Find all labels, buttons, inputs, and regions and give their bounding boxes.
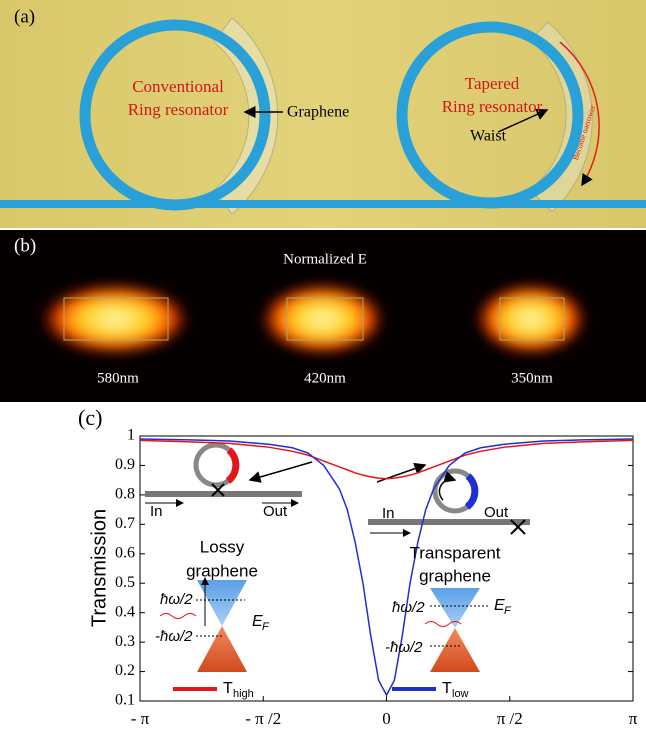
field-mode [260, 283, 385, 355]
annotation: -ħω/2 [155, 628, 193, 645]
legend-label: high [233, 688, 254, 700]
annotation: Out [484, 504, 509, 521]
legend-label: T [442, 680, 452, 697]
panel-label: (c) [78, 405, 102, 430]
y-axis-title: Transmission [88, 509, 110, 627]
annotation: Out [263, 503, 288, 520]
label: 350nm [511, 370, 553, 386]
arrow [439, 479, 455, 500]
y-tick-label: 0.9 [115, 456, 135, 473]
field-mode [475, 283, 587, 355]
cone [197, 626, 247, 672]
panel-label: (a) [14, 6, 35, 27]
annotation: ħω/2 [392, 599, 425, 616]
x-tick-label: - π /2 [245, 709, 281, 728]
label: Normalized E [283, 251, 367, 267]
label: Ring resonator [128, 100, 229, 119]
label: Ring resonator [442, 97, 543, 116]
label: Conventional [132, 77, 224, 96]
annotation: F [262, 621, 270, 633]
graphene-arc [228, 450, 236, 481]
panel-c: (c) Transmission 0.1 0.2 0.3 0.4 0.5 0.6 0.7 0.… [78, 405, 638, 728]
panel-a: (a) Conventional Ring resonator Graphene… [0, 0, 646, 228]
y-tick-label: 0.1 [115, 692, 135, 709]
y-tick-label: 0.3 [115, 633, 135, 650]
photon [160, 614, 196, 619]
annotation: Transparent [409, 543, 500, 562]
graphene-arc [467, 476, 475, 507]
label: 420nm [304, 370, 346, 386]
legend-label: low [452, 688, 469, 700]
figure: (a) Conventional Ring resonator Graphene… [0, 0, 646, 735]
annotation: -ħω/2 [385, 639, 423, 656]
annotation: ħω/2 [160, 591, 193, 608]
x-tick-label: π [629, 709, 638, 728]
label: Tapered [465, 74, 520, 93]
y-tick-label: 1 [127, 427, 135, 444]
y-tick-label: 0.8 [115, 486, 135, 503]
annotation: graphene [419, 566, 491, 585]
y-tick-label: 0.4 [115, 603, 135, 620]
legend-label: T [223, 680, 233, 697]
x-tick-label: π /2 [497, 709, 523, 728]
label: Waist [470, 128, 507, 145]
x-tick-label: - π [131, 709, 150, 728]
label: 580nm [97, 370, 139, 386]
y-tick-label: 0.5 [115, 574, 135, 591]
y-tick-label: 0.6 [115, 544, 135, 561]
y-tick-label: 0.2 [115, 662, 135, 679]
panel-b: (b) Normalized E 580nm 420nm 350nm [0, 230, 646, 402]
label: Graphene [287, 104, 349, 121]
arrow [250, 462, 312, 480]
annotation: graphene [186, 561, 258, 580]
x-tick-label: 0 [382, 709, 391, 728]
annotation: In [382, 505, 395, 522]
annotation: F [504, 605, 512, 617]
y-tick-label: 0.7 [115, 515, 135, 532]
annotation: In [150, 503, 163, 520]
cone [430, 628, 480, 672]
panel-label: (b) [14, 235, 36, 256]
annotation: Lossy [200, 537, 245, 556]
